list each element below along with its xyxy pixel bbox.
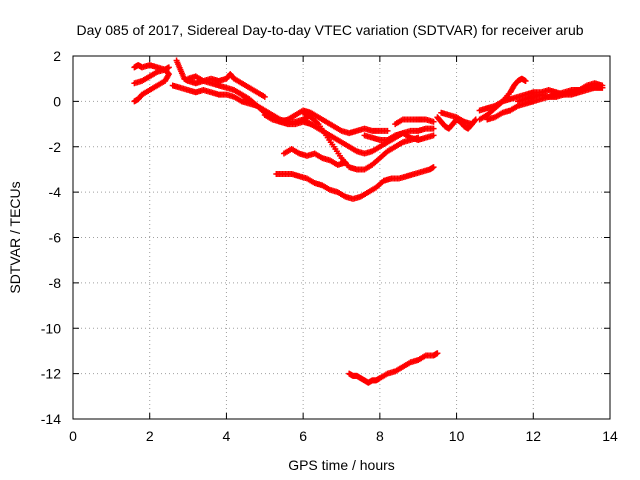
data-point xyxy=(471,117,478,124)
data-point xyxy=(434,350,441,357)
y-tick-label: -2 xyxy=(49,139,62,155)
data-point xyxy=(430,164,437,171)
data-series xyxy=(185,71,268,100)
chart-title: Day 085 of 2017, Sidereal Day-to-day VTE… xyxy=(76,22,583,38)
y-tick-label: -14 xyxy=(41,411,61,427)
data-point xyxy=(165,64,172,71)
x-tick-label: 12 xyxy=(525,428,541,444)
data-point xyxy=(131,98,138,105)
data-series xyxy=(392,116,437,128)
axis-ticks: 0 2 4 6 8 10 12 14 2 0 -2 -4 -6 -8 -10 -12 -14 xyxy=(41,48,618,444)
x-tick-label: 0 xyxy=(69,428,77,444)
data-series xyxy=(346,350,441,386)
grid-lines xyxy=(73,56,610,419)
data-point xyxy=(384,127,391,134)
data-point xyxy=(430,125,437,132)
data-series xyxy=(438,109,475,128)
data-point xyxy=(261,93,268,100)
x-tick-label: 8 xyxy=(376,428,384,444)
data-point xyxy=(342,159,349,166)
x-axis-label: GPS time / hours xyxy=(288,457,395,473)
data-series xyxy=(514,84,606,105)
y-tick-label: 2 xyxy=(53,48,61,64)
data-series xyxy=(169,82,261,109)
data-series xyxy=(273,164,437,202)
data-point xyxy=(430,132,437,139)
data-point xyxy=(468,121,475,128)
y-tick-label: 0 xyxy=(53,93,61,109)
y-tick-label: -10 xyxy=(41,320,61,336)
data-series xyxy=(131,64,172,87)
data-series xyxy=(300,109,422,173)
y-tick-label: -4 xyxy=(49,184,62,200)
y-axis-label: SDTVAR / TECUs xyxy=(7,181,23,293)
x-tick-label: 2 xyxy=(146,428,154,444)
data-series xyxy=(280,146,349,168)
y-tick-label: -12 xyxy=(41,366,61,382)
data-point xyxy=(430,118,437,125)
data-point xyxy=(522,77,529,84)
x-tick-label: 6 xyxy=(299,428,307,444)
y-tick-label: -6 xyxy=(49,230,62,246)
x-tick-label: 14 xyxy=(602,428,618,444)
data-series xyxy=(361,130,437,143)
data-series xyxy=(131,62,172,105)
data-point xyxy=(599,84,606,91)
x-tick-label: 4 xyxy=(223,428,231,444)
x-tick-label: 10 xyxy=(449,428,465,444)
data-points xyxy=(131,57,606,386)
y-tick-label: -8 xyxy=(49,275,62,291)
